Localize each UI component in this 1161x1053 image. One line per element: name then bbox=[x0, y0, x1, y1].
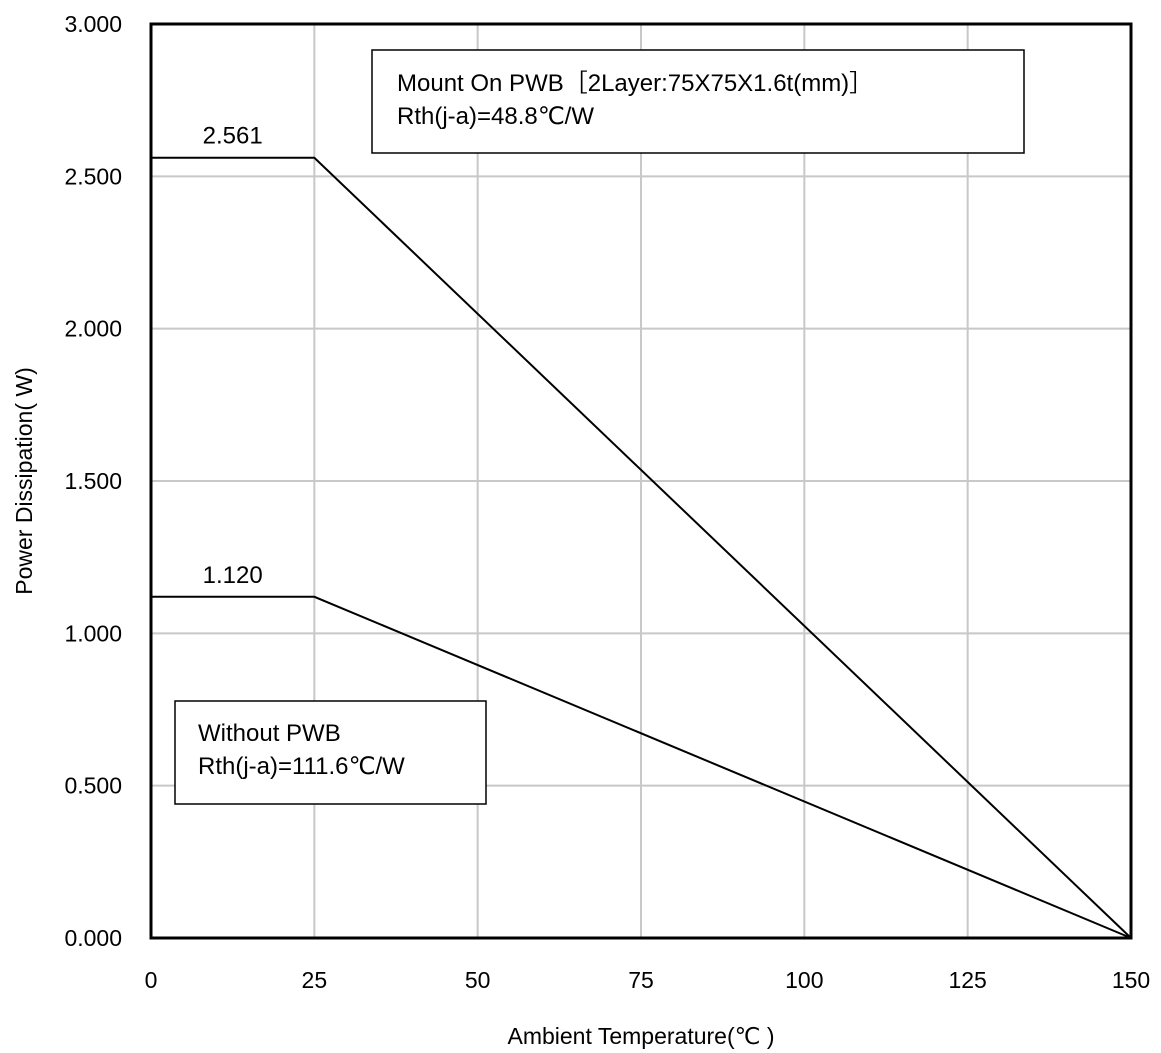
y-tick-label: 0.500 bbox=[64, 773, 122, 799]
y-tick-label: 1.000 bbox=[64, 620, 122, 646]
series-line-2 bbox=[151, 595, 1132, 939]
x-tick-label: 75 bbox=[628, 967, 654, 993]
x-tick-label: 25 bbox=[302, 967, 328, 993]
x-axis-ticks: 0 25 50 75 100 125 150 bbox=[145, 967, 1151, 993]
x-tick-label: 50 bbox=[465, 967, 491, 993]
y-axis-title: Power Dissipation( W) bbox=[11, 367, 37, 595]
value-labels: 2.561 1.120 bbox=[203, 123, 263, 589]
y-tick-label: 0.000 bbox=[64, 925, 122, 951]
annotation-border bbox=[371, 49, 1025, 154]
x-tick-label: 125 bbox=[948, 967, 986, 993]
series-value-label: 1.120 bbox=[203, 562, 263, 589]
series-value-label: 2.561 bbox=[203, 123, 263, 150]
x-tick-label: 150 bbox=[1112, 967, 1150, 993]
y-tick-label: 2.000 bbox=[64, 316, 122, 342]
annotation-border bbox=[174, 700, 487, 805]
series-lines bbox=[151, 156, 1132, 939]
annotation-text-line: Rth(j-a)=111.6℃/W bbox=[198, 753, 405, 780]
y-tick-label: 2.500 bbox=[64, 163, 122, 189]
annotation-text-line: Mount On PWB［2Layer:75X75X1.6t(mm)］ bbox=[397, 70, 873, 97]
y-tick-label: 3.000 bbox=[64, 11, 122, 37]
plot-border bbox=[149, 22, 1133, 940]
series-line-1 bbox=[151, 156, 1132, 939]
x-tick-label: 100 bbox=[785, 967, 823, 993]
annotation-box-2: Without PWB Rth(j-a)=111.6℃/W bbox=[174, 700, 487, 805]
annotation-box-1: Mount On PWB［2Layer:75X75X1.6t(mm)］ Rth(j… bbox=[371, 49, 1025, 154]
annotation-text-line: Without PWB bbox=[198, 720, 341, 747]
x-tick-label: 0 bbox=[145, 967, 158, 993]
y-tick-label: 1.500 bbox=[64, 468, 122, 494]
y-axis-ticks: 0.000 0.500 1.000 1.500 2.000 2.500 3.000 bbox=[64, 11, 122, 951]
annotation-text-line: Rth(j-a)=48.8℃/W bbox=[397, 103, 594, 130]
x-axis-title: Ambient Temperature(℃ ) bbox=[507, 1023, 774, 1049]
plot-frame bbox=[149, 22, 1133, 940]
annotation-boxes: Mount On PWB［2Layer:75X75X1.6t(mm)］ Rth(j… bbox=[174, 49, 1025, 805]
